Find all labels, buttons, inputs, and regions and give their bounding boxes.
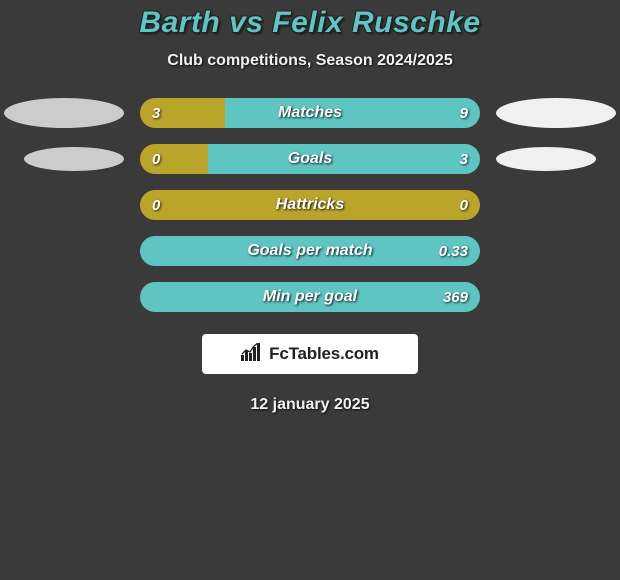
- stat-value-right: 0: [460, 190, 468, 220]
- comparison-rows: 39Matches03Goals00Hattricks0.33Goals per…: [4, 98, 616, 328]
- team-badge-right: [496, 98, 616, 128]
- date-label: 12 january 2025: [250, 396, 369, 414]
- comparison-row: 369Min per goal: [4, 282, 616, 312]
- stat-bar: 0.33Goals per match: [140, 236, 480, 266]
- stat-value-left: 0: [152, 190, 160, 220]
- stat-value-right: 3: [460, 144, 468, 174]
- stat-bar-left-segment: [140, 144, 208, 174]
- bar-chart-icon: [241, 343, 263, 366]
- stat-value-right: 9: [460, 98, 468, 128]
- team-badge-left: [4, 98, 124, 128]
- stat-bar: 00Hattricks: [140, 190, 480, 220]
- stat-bar-right-segment: [208, 144, 480, 174]
- team-badge-left: [24, 147, 124, 171]
- stat-value-right: 369: [443, 282, 468, 312]
- stat-bar-right-segment: [140, 236, 480, 266]
- stat-bar-right-segment: [140, 282, 480, 312]
- stat-bar-right-segment: [225, 98, 480, 128]
- stat-bar: 369Min per goal: [140, 282, 480, 312]
- comparison-infographic: Barth vs Felix Ruschke Club competitions…: [0, 0, 620, 414]
- page-title: Barth vs Felix Ruschke: [139, 6, 480, 40]
- stat-bar: 03Goals: [140, 144, 480, 174]
- comparison-row: 39Matches: [4, 98, 616, 128]
- page-subtitle: Club competitions, Season 2024/2025: [167, 52, 452, 70]
- comparison-row: 03Goals: [4, 144, 616, 174]
- stat-value-left: 3: [152, 98, 160, 128]
- comparison-row: 00Hattricks: [4, 190, 616, 220]
- comparison-row: 0.33Goals per match: [4, 236, 616, 266]
- footer-text: FcTables.com: [269, 344, 379, 364]
- stat-value-right: 0.33: [439, 236, 468, 266]
- footer-badge: FcTables.com: [202, 334, 418, 374]
- stat-bar: 39Matches: [140, 98, 480, 128]
- team-badge-right: [496, 147, 596, 171]
- stat-value-left: 0: [152, 144, 160, 174]
- stat-bar-left-segment: [140, 190, 480, 220]
